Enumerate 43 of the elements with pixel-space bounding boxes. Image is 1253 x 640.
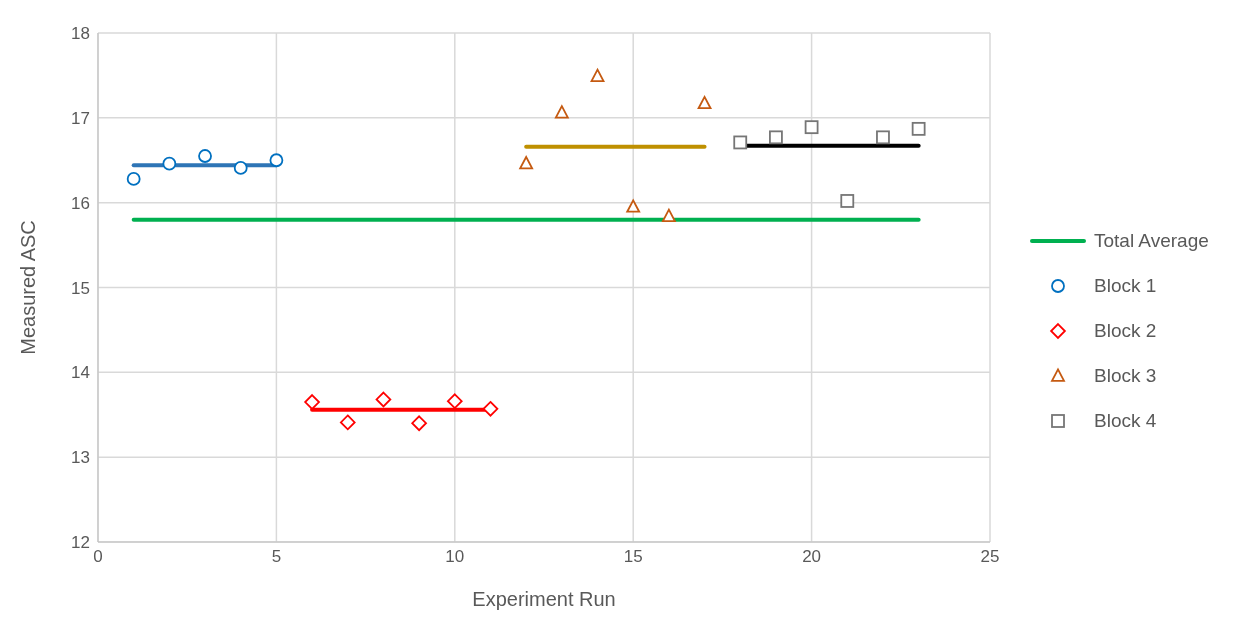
- point: [304, 394, 320, 410]
- point: [733, 135, 748, 150]
- x-tick-label: 10: [445, 547, 465, 567]
- point: [519, 156, 534, 170]
- point: [126, 172, 141, 186]
- x-tick-label: 15: [623, 547, 643, 567]
- legend-label: Block 1: [1094, 274, 1157, 297]
- point: [447, 393, 463, 409]
- point: [233, 160, 248, 175]
- y-tick-label: 14: [71, 363, 90, 383]
- y-tick-label: 18: [71, 24, 90, 44]
- legend-label: Block 3: [1094, 364, 1157, 387]
- legend-label: Block 4: [1094, 409, 1157, 432]
- legend-label: Total Average: [1094, 229, 1209, 252]
- point: [411, 415, 427, 432]
- point: [375, 391, 392, 408]
- legend-label: Block 2: [1094, 319, 1157, 342]
- point: [198, 149, 212, 163]
- point: [269, 153, 284, 168]
- point: [162, 156, 177, 171]
- point: [482, 401, 499, 417]
- point: [769, 130, 783, 145]
- point: [661, 208, 676, 222]
- point: [554, 105, 569, 119]
- x-tick-label: 5: [271, 547, 282, 567]
- point: [840, 194, 855, 208]
- y-tick-label: 16: [71, 193, 90, 213]
- y-tick-label: 13: [71, 448, 90, 468]
- point: [339, 414, 356, 431]
- point: [697, 95, 712, 110]
- x-tick-label: 20: [802, 547, 822, 567]
- point: [804, 120, 819, 135]
- point: [626, 199, 641, 213]
- x-tick-label: 0: [93, 547, 103, 567]
- x-axis-title: Experiment Run: [472, 588, 616, 610]
- x-tick-label: 25: [980, 547, 1000, 567]
- y-tick-label: 12: [71, 533, 90, 553]
- point: [590, 68, 605, 82]
- y-tick-label: 17: [71, 108, 90, 128]
- point: [911, 121, 926, 136]
- point: [876, 130, 890, 145]
- y-axis-title: Measured ASC: [17, 220, 40, 355]
- y-tick-label: 15: [71, 278, 90, 298]
